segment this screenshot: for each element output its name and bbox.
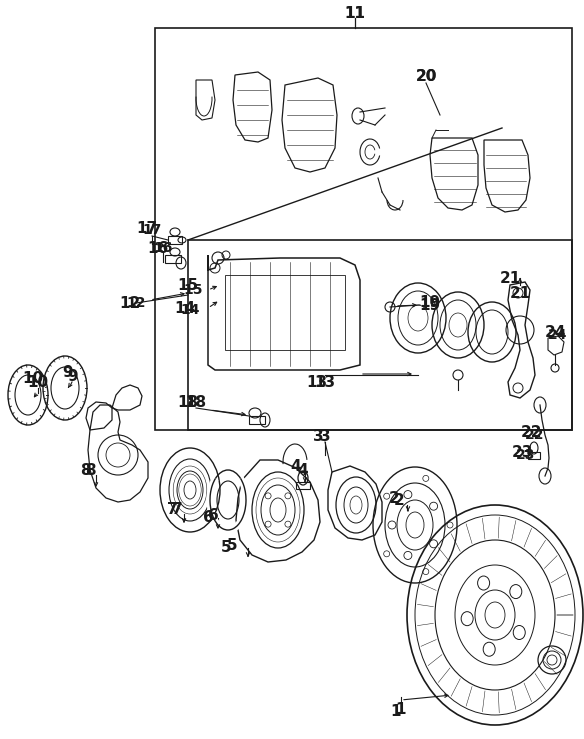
Text: 19: 19 (419, 295, 440, 310)
Text: 20: 20 (415, 69, 437, 84)
Text: 21: 21 (509, 285, 531, 301)
Bar (296, 482, 310, 489)
Text: 1: 1 (391, 704, 401, 720)
Text: 11: 11 (345, 5, 366, 21)
Bar (168, 236, 182, 244)
Text: 15: 15 (178, 278, 199, 293)
Text: 15: 15 (183, 283, 203, 297)
Text: 10: 10 (27, 375, 48, 389)
Text: 12: 12 (119, 296, 141, 310)
Bar (165, 255, 181, 263)
Text: 19: 19 (419, 298, 440, 313)
Text: 13: 13 (314, 375, 336, 389)
Text: 14: 14 (175, 301, 196, 316)
Text: 22: 22 (525, 428, 545, 442)
Text: 2: 2 (388, 491, 399, 505)
Text: 4: 4 (298, 463, 308, 477)
Text: 11: 11 (345, 5, 366, 21)
Text: 6: 6 (208, 508, 218, 522)
Text: 3: 3 (312, 429, 324, 443)
Text: 23: 23 (516, 448, 536, 462)
Text: 7: 7 (166, 503, 178, 517)
Text: 12: 12 (126, 296, 146, 310)
Text: 7: 7 (172, 503, 182, 517)
Text: 1: 1 (396, 703, 406, 718)
Text: 23: 23 (512, 444, 533, 460)
Text: 17: 17 (137, 220, 158, 236)
Text: 6: 6 (203, 509, 213, 525)
Text: 18: 18 (178, 395, 199, 409)
Bar (225, 275, 345, 350)
Text: 16: 16 (154, 241, 173, 255)
Bar (188, 240, 572, 430)
Text: 13: 13 (307, 375, 328, 389)
Text: 9: 9 (68, 369, 78, 384)
Bar (155, 28, 572, 430)
Bar (249, 416, 265, 424)
Text: 22: 22 (522, 424, 543, 440)
Text: 3: 3 (319, 429, 331, 443)
Text: 10: 10 (22, 370, 44, 386)
Text: 4: 4 (291, 458, 301, 474)
Text: 8: 8 (85, 463, 95, 477)
Text: 5: 5 (221, 539, 231, 554)
Text: 14: 14 (180, 303, 200, 317)
Text: 8: 8 (79, 463, 91, 477)
Text: 9: 9 (62, 364, 74, 380)
Bar (528, 452, 540, 459)
Text: 21: 21 (499, 270, 520, 285)
Text: 24: 24 (544, 324, 566, 339)
Text: 18: 18 (186, 395, 207, 409)
Text: 20: 20 (415, 69, 437, 84)
Text: 17: 17 (142, 223, 162, 237)
Text: 24: 24 (548, 328, 568, 342)
Text: 5: 5 (227, 537, 237, 553)
Text: 16: 16 (147, 240, 169, 256)
Text: 2: 2 (394, 492, 404, 508)
